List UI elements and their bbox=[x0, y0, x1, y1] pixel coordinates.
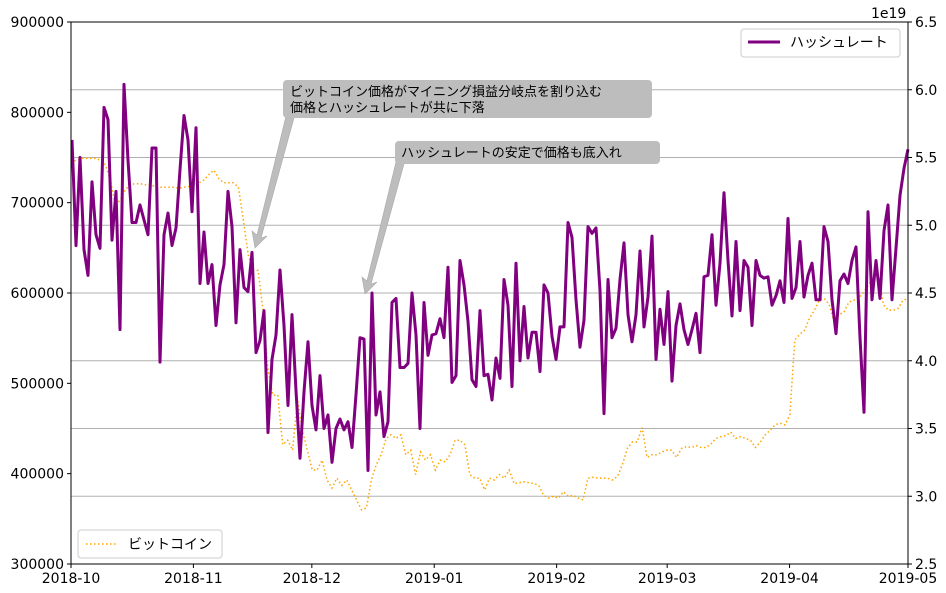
left-y-tick-label: 900000 bbox=[11, 15, 64, 31]
legend-hashrate: ハッシュレート bbox=[740, 28, 901, 58]
bitcoin-line bbox=[70, 157, 909, 511]
x-axis: 2018-10 2018-11 2018-12 2019-01 2019-02 2019-… bbox=[42, 564, 938, 587]
left-y-tick-label: 600000 bbox=[11, 286, 64, 302]
right-y-tick-label: 3.0 bbox=[915, 489, 937, 505]
right-y-tick-label: 5.5 bbox=[915, 151, 937, 167]
right-y-tick-label: 4.0 bbox=[915, 354, 937, 370]
annotation-1-box bbox=[283, 80, 652, 118]
left-y-axis: 300000 400000 500000 600000 700000 800000 9000… bbox=[11, 15, 71, 573]
legend-bitcoin: ビットコイン bbox=[77, 529, 223, 559]
annotation-2-box bbox=[395, 141, 660, 164]
annotation-1: ビットコイン価格がマイニング損益分岐点を割り込む 価格とハッシュレートが共に下落 bbox=[251, 80, 652, 249]
left-y-tick-label: 800000 bbox=[11, 105, 64, 121]
left-y-tick-label: 500000 bbox=[11, 376, 64, 392]
right-y-tick-label: 3.5 bbox=[915, 422, 937, 438]
legend-hashrate-label: ハッシュレート bbox=[790, 35, 888, 51]
annotations: ビットコイン価格がマイニング損益分岐点を割り込む 価格とハッシュレートが共に下落… bbox=[251, 80, 660, 295]
annotation-2-line-1: ハッシュレートの安定で価格も底入れ bbox=[401, 145, 622, 161]
annotation-2: ハッシュレートの安定で価格も底入れ bbox=[361, 141, 660, 295]
hashrate-line bbox=[70, 82, 910, 473]
x-tick-label: 2019-03 bbox=[638, 571, 697, 587]
x-tick-label: 2019-02 bbox=[527, 571, 586, 587]
x-tick-label: 2018-11 bbox=[164, 571, 223, 587]
x-tick-label: 2019-05 bbox=[879, 571, 938, 587]
right-y-tick-label: 2.5 bbox=[915, 557, 937, 573]
right-y-tick-label: 5.0 bbox=[915, 218, 937, 234]
annotation-1-arrow bbox=[251, 115, 295, 249]
x-tick-label: 2019-01 bbox=[405, 571, 464, 587]
right-axis-offset-text: 1e19 bbox=[871, 6, 906, 22]
x-tick-label: 2018-10 bbox=[42, 571, 101, 587]
left-y-tick-label: 700000 bbox=[11, 196, 64, 212]
left-y-tick-label: 300000 bbox=[11, 557, 64, 573]
legend-bitcoin-label: ビットコイン bbox=[128, 537, 212, 553]
annotation-2-arrow bbox=[361, 161, 405, 295]
bitcoin-series bbox=[70, 157, 909, 511]
right-y-tick-label: 4.5 bbox=[915, 286, 937, 302]
right-y-tick-label: 6.5 bbox=[915, 15, 937, 31]
right-y-axis: 2.5 3.0 3.5 4.0 4.5 5.0 5.5 6.0 6.5 bbox=[908, 15, 937, 573]
left-y-tick-label: 400000 bbox=[11, 467, 64, 483]
right-y-tick-label: 6.0 bbox=[915, 83, 937, 99]
annotation-1-line-2: 価格とハッシュレートが共に下落 bbox=[290, 100, 485, 116]
x-tick-label: 2019-04 bbox=[760, 571, 819, 587]
x-tick-label: 2018-12 bbox=[283, 571, 342, 587]
annotation-1-line-1: ビットコイン価格がマイニング損益分岐点を割り込む bbox=[290, 84, 602, 100]
hashrate-series bbox=[70, 82, 910, 473]
